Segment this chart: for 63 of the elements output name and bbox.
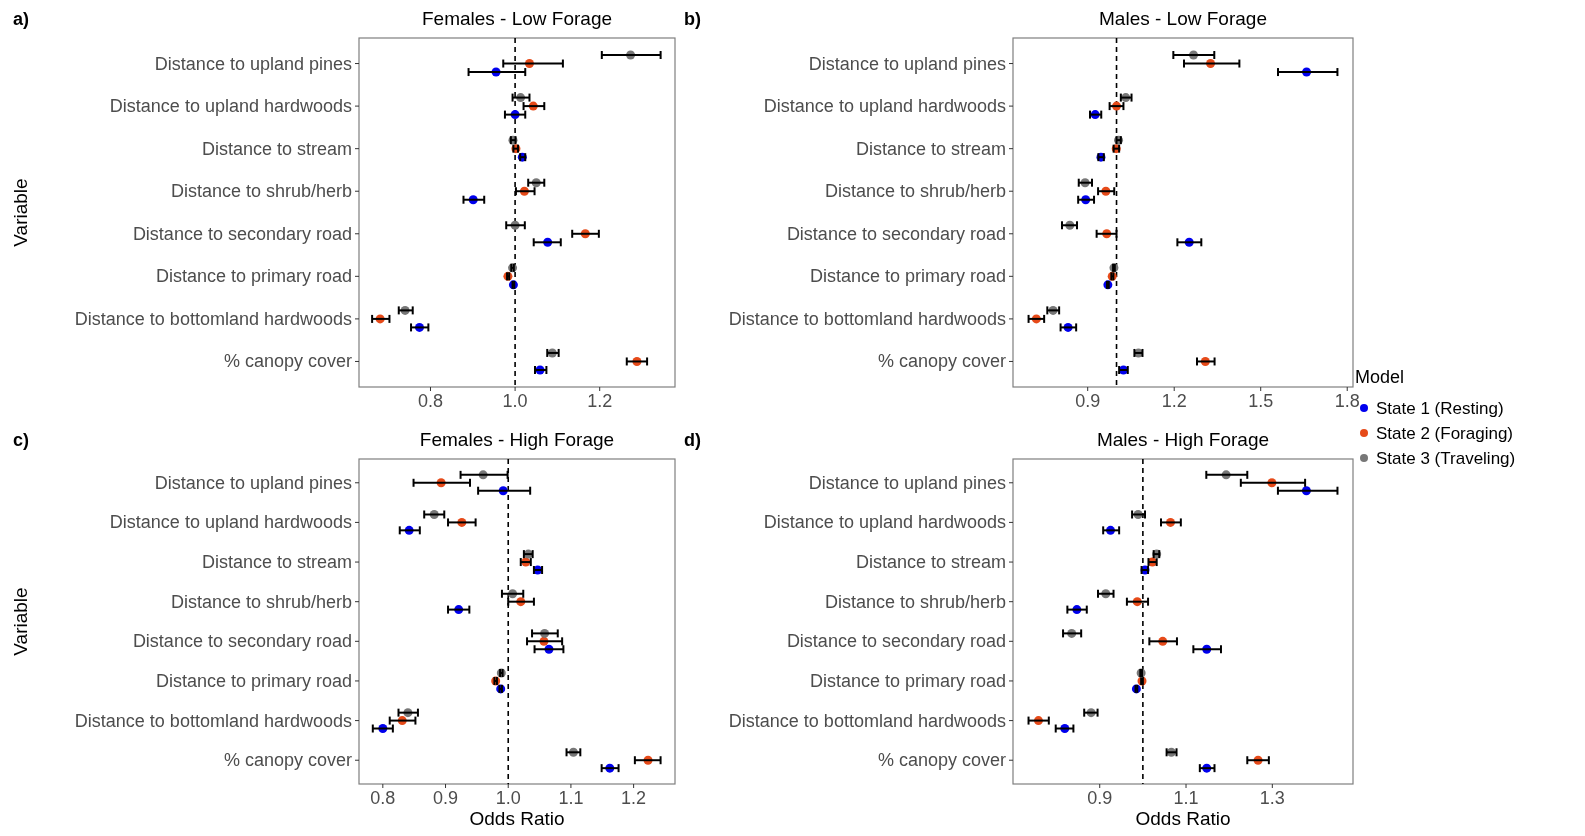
y-tick-label: Distance to upland pines [808,53,1006,74]
y-tick-label: Distance to primary road [155,670,352,691]
chart-title: Females - Low Forage [421,8,613,29]
y-tick-label: Distance to primary road [809,266,1006,287]
y-tick-label: Distance to secondary road [786,223,1006,244]
x-tick-label: 0.8 [370,788,396,808]
x-tick-label: 1.3 [1259,788,1285,808]
y-tick-label: Distance to shrub/herb [824,591,1006,612]
y-tick-label: % canopy cover [877,750,1006,771]
y-tick-label: % canopy cover [223,750,352,771]
y-tick-label: Distance to shrub/herb [824,181,1006,202]
y-axis-title: Variable [10,587,31,656]
legend-title: Model [1355,367,1405,387]
y-tick-label: Distance to shrub/herb [170,181,352,202]
text: b) [684,9,701,29]
y-axis-title: Variable [10,178,31,247]
x-tick-label: 0.9 [1087,788,1113,808]
x-tick-label: 1.0 [502,391,528,411]
y-tick-label: Distance to upland pines [808,472,1006,493]
chart-title: Males - Low Forage [1099,8,1267,29]
text: d) [684,430,701,450]
x-tick-label: 0.9 [433,788,459,808]
y-tick-label: Distance to upland hardwoods [763,512,1006,533]
x-tick-label: 0.8 [417,391,444,411]
y-tick-label: % canopy cover [223,351,352,372]
legend-label: State 1 (Resting) [1376,398,1504,418]
y-tick-label: Distance to shrub/herb [170,591,352,612]
x-tick-label: 1.2 [1161,391,1187,411]
y-tick-label: Distance to bottomland hardwoods [728,710,1006,731]
y-tick-label: Distance to upland pines [154,472,352,493]
y-tick-label: Distance to bottomland hardwoods [74,308,352,329]
x-tick-label: 0.9 [1075,391,1101,411]
x-tick-label: 1.1 [1173,788,1199,808]
text: c) [13,430,30,450]
y-tick-label: Distance to upland hardwoods [109,512,352,533]
x-tick-label: 1.1 [558,788,584,808]
x-tick-label: 1.0 [495,788,521,808]
y-tick-label: Distance to upland pines [154,53,352,74]
x-axis-title: Odds Ratio [469,808,565,829]
y-tick-label: % canopy cover [877,351,1006,372]
x-tick-label: 1.5 [1248,391,1274,411]
x-axis-title: Odds Ratio [1135,808,1231,829]
x-tick-label: 1.2 [587,391,613,411]
y-tick-label: Distance to stream [855,552,1006,573]
x-tick-label: 1.2 [621,788,647,808]
y-tick-label: Distance to stream [855,138,1006,159]
legend-label: State 2 (Foraging) [1376,423,1514,443]
y-tick-label: Distance to bottomland hardwoods [728,308,1006,329]
y-tick-label: Distance to stream [201,552,352,573]
chart-title: Females - High Forage [419,429,615,450]
y-tick-label: Distance to primary road [155,266,352,287]
x-tick-label: 1.8 [1334,391,1360,411]
y-tick-label: Distance to secondary road [786,631,1006,652]
y-tick-label: Distance to secondary road [132,223,352,244]
y-tick-label: Distance to stream [201,138,352,159]
legend-label: State 3 (Traveling) [1376,448,1516,468]
text: a) [13,9,30,29]
chart-title: Males - High Forage [1096,429,1270,450]
y-tick-label: Distance to primary road [809,670,1006,691]
y-tick-label: Distance to upland hardwoods [763,96,1006,117]
y-tick-label: Distance to upland hardwoods [109,96,352,117]
y-tick-label: Distance to bottomland hardwoods [74,710,352,731]
y-tick-label: Distance to secondary road [132,631,352,652]
